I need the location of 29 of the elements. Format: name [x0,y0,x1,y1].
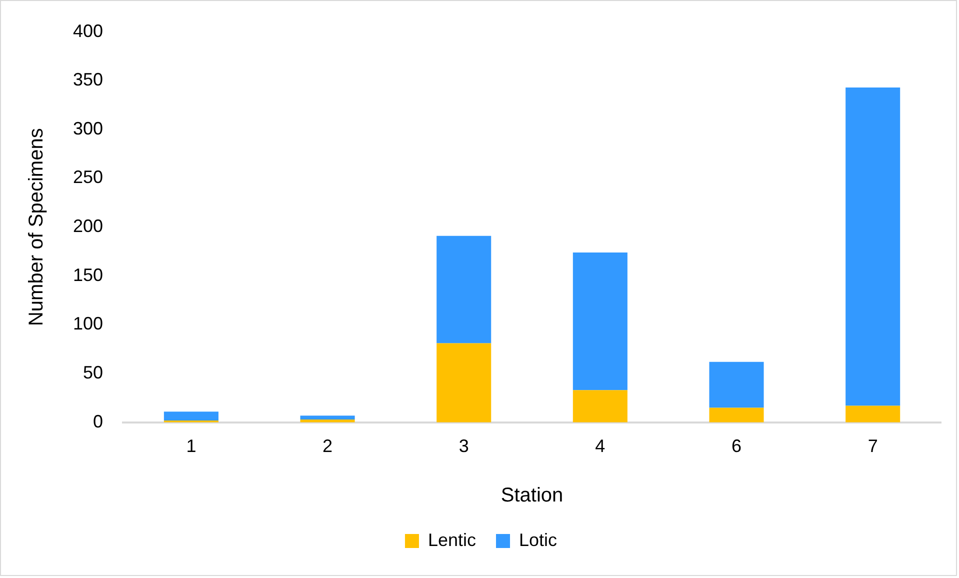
y-tick-label: 50 [83,362,104,383]
y-tick-label: 400 [72,20,104,41]
y-tick-label: 0 [93,411,104,432]
bar [436,236,492,344]
bar [709,408,764,422]
y-tick-label: 200 [72,216,104,236]
y-axis-title: Number of Specimens [26,128,48,326]
bar [300,416,355,420]
bar [846,87,900,406]
bar [164,412,218,420]
x-tick-label: 7 [868,436,878,456]
bar [572,252,628,390]
bar [436,343,492,422]
legend-label: Lotic [519,530,558,550]
x-tick-label: 1 [186,436,196,456]
bar [572,390,628,422]
x-axis-title: Station [500,484,564,507]
x-tick-label: 6 [732,436,742,456]
y-tick-label: 150 [72,264,104,285]
y-tick-label: 350 [72,70,104,90]
x-tick-label: 4 [595,436,606,456]
bar [846,406,900,422]
bar [709,362,764,408]
x-tick-label: 2 [322,436,333,456]
y-tick-label: 250 [72,167,104,188]
y-tick-label: 300 [72,118,104,138]
y-tick-label: 100 [72,314,104,334]
x-tick-label: 3 [458,436,469,456]
legend-label: Lentic [428,530,476,550]
